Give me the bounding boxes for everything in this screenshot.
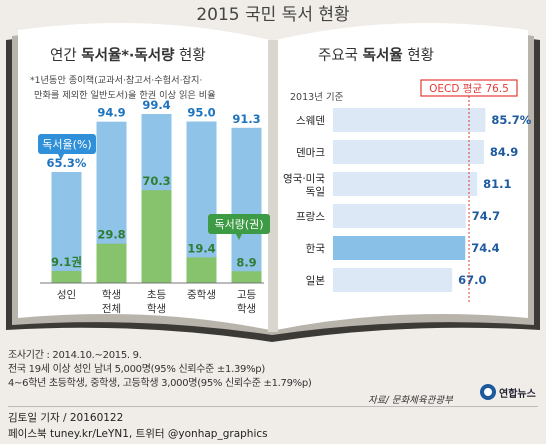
country-label: 스웨덴: [296, 115, 325, 127]
oecd-average-label: OECD 평균 76.5: [429, 83, 509, 95]
country-bar: [333, 204, 466, 228]
country-value: 74.7: [472, 209, 500, 223]
amount-bar: [231, 271, 262, 283]
amount-label: 70.3: [142, 174, 170, 188]
country-value: 67.0: [458, 273, 486, 287]
data-source: 자료/ 문화체육관광부: [368, 395, 453, 406]
amount-bar: [141, 190, 172, 283]
left-panel-note-line2: 만화를 제외한 일반도서)을 한권 이상 읽은 비율: [34, 89, 216, 101]
main-title: 2015 국민 독서 현황: [196, 5, 349, 25]
yonhap-logo-icon: [480, 384, 496, 400]
category-label: 학생: [102, 289, 121, 301]
rate-label: 99.4: [142, 98, 170, 112]
survey-sample-adults: 전국 19세 이상 성인 남녀 5,000명(95% 신뢰수준 ±1.39%p): [8, 364, 265, 375]
oecd-average-marker: OECD 평균 76.5: [420, 79, 518, 304]
country-bar: [333, 172, 478, 196]
category-label: 초등: [147, 289, 167, 301]
amount-label: 9.1권: [51, 255, 82, 269]
svg-text:독서량(권): 독서량(권): [214, 218, 263, 231]
country-label: 일본: [306, 274, 326, 287]
legend-reading-rate: 독서율(%): [38, 134, 96, 160]
reading-chart-bars: [51, 114, 262, 284]
country-bar-highlight: [333, 236, 466, 260]
left-panel-title: 연간 독서율*·독서량 현황: [50, 46, 206, 64]
category-label: 전체: [102, 303, 121, 315]
country-value: 74.4: [471, 241, 499, 255]
amount-label: 19.4: [187, 241, 215, 255]
amount-bar: [96, 243, 127, 283]
country-value: 81.1: [483, 177, 511, 191]
rate-bar: [186, 121, 217, 283]
survey-period: 조사기간 : 2014.10.~2015. 9.: [8, 350, 142, 361]
country-bar: [333, 140, 484, 164]
country-label: 덴마크: [296, 147, 325, 159]
category-label: 중학생: [187, 289, 216, 301]
amount-label: 8.9: [236, 255, 256, 269]
country-value: 85.7%: [491, 113, 531, 127]
book-gutter: [268, 40, 278, 332]
footer-divider: [8, 406, 538, 407]
country-label: 영국·미국: [283, 173, 325, 185]
country-label: 독일: [306, 185, 325, 198]
social-links: 페이스북 tuney.kr/LeYN1, 트위터 @yonhap_graphic…: [8, 428, 268, 440]
amount-label: 29.8: [97, 228, 125, 242]
country-label: 한국: [306, 243, 326, 255]
country-bar: [333, 268, 453, 292]
rate-label: 94.9: [97, 106, 125, 120]
oecd-average-box: [420, 79, 518, 97]
rate-label: 95.0: [187, 106, 215, 120]
reading-chart-labels: 65.3%9.1권성인94.929.8학생전체99.470.3초등학생95.01…: [47, 98, 261, 315]
svg-text:독서율(%): 독서율(%): [42, 138, 91, 151]
rate-label: 65.3%: [47, 156, 87, 170]
rate-bar: [231, 127, 262, 283]
right-panel-title: 주요국 독서율 현황: [318, 47, 434, 64]
year-basis-label: 2013년 기준: [290, 92, 344, 103]
rate-label: 91.3: [232, 112, 260, 126]
amount-bar: [51, 270, 82, 283]
category-label: 학생: [147, 303, 166, 315]
country-bar: [333, 108, 486, 132]
category-label: 성인: [57, 289, 76, 301]
country-value: 84.9: [490, 145, 518, 159]
survey-sample-students: 4~6학년 초등학생, 중학생, 고등학생 3,000명(95% 신뢰수준 ±1…: [8, 378, 312, 389]
yonhap-logo: 연합뉴스: [480, 384, 536, 400]
category-label: 학생: [237, 303, 256, 315]
left-panel-note-line1: *1년동안 종이책(교과서·참고서·수험서·잡지·: [30, 74, 202, 86]
reporter-credit: 김토일 기자 / 20160122: [8, 412, 124, 424]
category-label: 고등: [237, 289, 257, 301]
amount-bar: [186, 257, 217, 283]
rate-bar: [51, 171, 82, 283]
legend-reading-amount: 독서량(권): [208, 214, 270, 240]
country-label: 프랑스: [296, 211, 325, 223]
